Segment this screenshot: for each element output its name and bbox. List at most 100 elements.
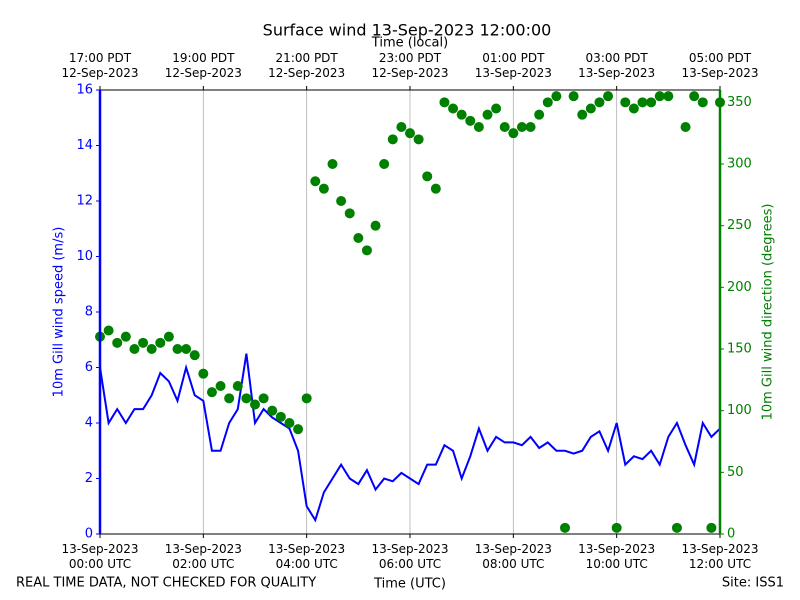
x2-tick-label: 17:00 PDT 12-Sep-2023	[61, 51, 139, 80]
x-tick-label: 13-Sep-2023 10:00 UTC	[578, 542, 656, 571]
direction-point	[284, 418, 295, 428]
direction-point	[327, 159, 338, 169]
direction-point	[430, 183, 441, 194]
y-axis-label: 10m Gill wind speed (m/s)	[52, 227, 67, 398]
direction-point	[620, 97, 631, 108]
direction-point	[637, 97, 648, 108]
x-axis-label: Time (UTC)	[373, 577, 446, 592]
y-tick-label: 6	[85, 360, 93, 375]
direction-point	[628, 103, 639, 114]
direction-point	[232, 381, 243, 391]
direction-point	[456, 109, 467, 120]
direction-point	[603, 91, 614, 102]
chart-title: Surface wind 13-Sep-2023 12:00:00	[263, 21, 552, 40]
direction-point	[275, 411, 286, 422]
direction-point	[258, 393, 269, 404]
direction-point	[318, 183, 329, 194]
direction-point	[267, 405, 278, 416]
y-tick-label: 8	[85, 305, 93, 320]
direction-point	[353, 233, 364, 243]
direction-point	[189, 350, 200, 361]
direction-point	[422, 171, 433, 182]
direction-point	[129, 344, 140, 354]
direction-point	[499, 122, 510, 132]
direction-point	[336, 196, 347, 206]
y-tick-label: 0	[85, 527, 93, 542]
direction-point	[250, 399, 260, 410]
direction-point	[577, 109, 588, 120]
direction-point	[361, 245, 372, 256]
y2-axis-label: 10m Gill wind direction (degrees)	[761, 204, 776, 421]
direction-point	[465, 115, 476, 126]
direction-point	[568, 91, 579, 102]
y-tick-label: 4	[85, 416, 93, 431]
direction-point	[163, 331, 174, 342]
direction-point	[215, 381, 226, 391]
y2-tick-label: 200	[727, 280, 752, 295]
direction-point	[198, 368, 209, 379]
direction-point	[482, 109, 493, 120]
x-tick-label: 13-Sep-2023 06:00 UTC	[371, 542, 449, 571]
direction-point	[551, 91, 562, 102]
direction-point	[697, 97, 708, 108]
y-tick-label: 14	[76, 138, 93, 153]
direction-point	[534, 109, 545, 120]
direction-point	[585, 103, 596, 114]
direction-point	[120, 331, 131, 342]
y2-tick-label: 0	[727, 527, 735, 542]
direction-point	[448, 103, 459, 114]
direction-point	[663, 91, 674, 102]
direction-point	[387, 134, 398, 145]
x-tick-label: 13-Sep-2023 08:00 UTC	[474, 542, 552, 571]
direction-point	[560, 522, 570, 533]
direction-point	[671, 522, 682, 533]
x2-tick-label: 19:00 PDT 12-Sep-2023	[164, 51, 242, 80]
y-tick-label: 2	[85, 471, 93, 486]
direction-point	[224, 393, 235, 404]
footer-right: Site: ISS1	[722, 576, 784, 591]
direction-point	[181, 344, 192, 354]
direction-point	[396, 122, 407, 132]
x-tick-label: 13-Sep-2023 00:00 UTC	[61, 542, 139, 571]
y2-tick-label: 150	[727, 342, 752, 357]
direction-point	[310, 176, 321, 187]
direction-point	[473, 122, 484, 132]
y2-tick-label: 350	[727, 95, 752, 110]
direction-point	[172, 344, 183, 354]
direction-point	[689, 91, 700, 102]
direction-point	[241, 393, 252, 404]
direction-point	[405, 128, 415, 139]
direction-point	[112, 337, 123, 348]
direction-point	[370, 220, 381, 231]
y-tick-label: 16	[76, 83, 93, 98]
footer-left: REAL TIME DATA, NOT CHECKED FOR QUALITY	[16, 576, 316, 591]
y2-tick-label: 250	[727, 218, 752, 233]
x2-tick-label: 05:00 PDT 13-Sep-2023	[681, 51, 759, 80]
x2-tick-label: 01:00 PDT 13-Sep-2023	[474, 51, 552, 80]
direction-point	[525, 122, 536, 132]
x-tick-label: 13-Sep-2023 04:00 UTC	[268, 542, 346, 571]
direction-point	[293, 424, 304, 435]
direction-point	[155, 337, 166, 348]
direction-point	[301, 393, 312, 404]
x2-tick-label: 23:00 PDT 12-Sep-2023	[371, 51, 449, 80]
direction-point	[680, 122, 691, 132]
direction-point	[646, 97, 657, 108]
direction-point	[344, 208, 355, 219]
x-tick-label: 13-Sep-2023 12:00 UTC	[681, 542, 759, 571]
direction-point	[103, 325, 114, 336]
direction-point	[491, 103, 502, 114]
direction-point	[206, 387, 217, 398]
x-tick-label: 13-Sep-2023 02:00 UTC	[164, 542, 242, 571]
x2-tick-label: 21:00 PDT 12-Sep-2023	[268, 51, 346, 80]
direction-point	[439, 97, 450, 108]
direction-point	[594, 97, 605, 108]
direction-point	[516, 122, 527, 132]
direction-point	[138, 337, 149, 348]
y-tick-label: 10	[76, 249, 93, 264]
x2-tick-label: 03:00 PDT 13-Sep-2023	[578, 51, 656, 80]
direction-point	[542, 97, 553, 108]
direction-point	[508, 128, 519, 139]
